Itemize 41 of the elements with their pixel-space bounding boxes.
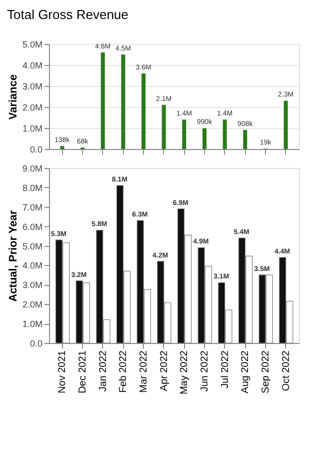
y-axis-title: Actual, Prior Year bbox=[7, 210, 20, 302]
y-tick-label: 9.0M bbox=[22, 164, 42, 174]
chart-title: Total Gross Revenue bbox=[6, 7, 128, 22]
bar bbox=[222, 120, 227, 149]
bar bbox=[284, 100, 288, 149]
y-tick-label: 3.0M bbox=[22, 280, 42, 290]
bar bbox=[243, 130, 248, 149]
bar bbox=[60, 146, 64, 149]
y-tick-label: 8.0M bbox=[22, 182, 42, 193]
x-tick-label: Aug 2022 bbox=[240, 350, 252, 394]
bar bbox=[182, 120, 186, 149]
y-tick-label: 5.0M bbox=[22, 40, 42, 50]
y-tick-label: 0.0 bbox=[30, 144, 42, 154]
y-tick-label: 1.0M bbox=[22, 124, 42, 134]
y-axis-title: Variance bbox=[7, 74, 20, 120]
y-tick-label: 4.0M bbox=[22, 260, 42, 271]
y-tick-label: 7.0M bbox=[22, 202, 42, 212]
x-tick-label: Jul 2022 bbox=[220, 350, 231, 388]
bar bbox=[100, 52, 105, 149]
y-tick-label: 0.0 bbox=[30, 338, 42, 348]
y-tick-label: 2.0M bbox=[22, 102, 42, 112]
x-tick-label: Apr 2022 bbox=[158, 350, 170, 392]
x-tick-label: Oct 2022 bbox=[280, 350, 292, 392]
y-tick-label: 1.0M bbox=[22, 319, 42, 330]
y-tick-label: 5.0M bbox=[22, 241, 42, 252]
x-tick-label: Dec 2021 bbox=[78, 350, 89, 394]
y-tick-label: 6.0M bbox=[22, 222, 42, 232]
x-tick-label: Feb 2022 bbox=[118, 350, 130, 393]
y-tick-label: 2.0M bbox=[22, 300, 42, 310]
bar bbox=[121, 54, 126, 149]
x-tick-label: Jan 2022 bbox=[98, 350, 109, 392]
x-tick-label: May 2022 bbox=[179, 350, 190, 394]
x-tick-label: Jun 2022 bbox=[199, 350, 210, 392]
y-tick-label: 3.0M bbox=[22, 82, 42, 92]
x-tick-label: Mar 2022 bbox=[138, 350, 150, 393]
bar bbox=[202, 128, 206, 149]
x-tick-label: Sep 2022 bbox=[260, 350, 272, 394]
y-tick-label: 4.0M bbox=[22, 60, 42, 70]
bar bbox=[162, 104, 166, 149]
bar bbox=[142, 73, 146, 149]
x-tick-label: Nov 2021 bbox=[57, 350, 68, 394]
